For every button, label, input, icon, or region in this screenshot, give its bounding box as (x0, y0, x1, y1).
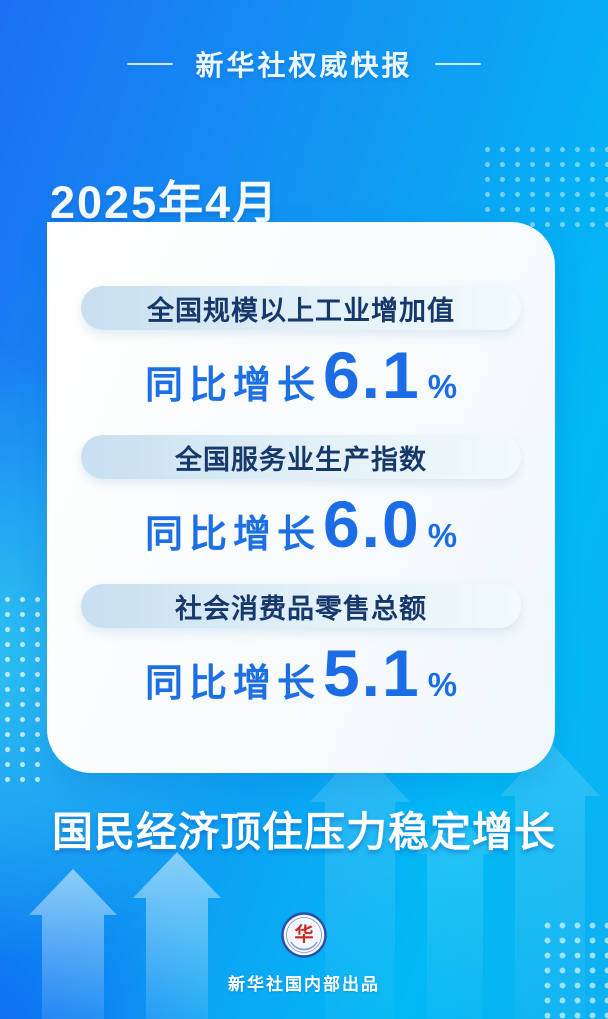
stat-value-number: 5.1 (322, 636, 421, 710)
credit-line: 新华社国内部出品 (228, 975, 380, 994)
stat-label: 全国服务业生产指数 (175, 444, 427, 475)
stat-value-line: 同比增长 6.1 % (145, 342, 457, 408)
stat-value-unit: % (427, 368, 458, 405)
slogan-headline: 国民经济顶住压力稳定增长 (52, 809, 556, 855)
stat-industrial-output: 全国规模以上工业增加值 同比增长 6.1 % (81, 286, 521, 408)
stats-card: 全国规模以上工业增加值 同比增长 6.1 % 全国服务业生产指数 同比增长 6.… (47, 222, 555, 773)
xinhua-emblem-icon: 华 (281, 912, 327, 958)
stat-value-prefix: 同比增长 (144, 663, 321, 705)
stat-value-line: 同比增长 6.0 % (145, 491, 457, 557)
stat-label-pill: 全国服务业生产指数 (81, 435, 521, 479)
dot-grid-top-right (480, 142, 608, 236)
stat-label: 全国规模以上工业增加值 (147, 295, 455, 326)
stat-retail-sales: 社会消费品零售总额 同比增长 5.1 % (81, 584, 521, 706)
stat-label: 社会消费品零售总额 (175, 593, 427, 624)
stat-value-number: 6.0 (322, 487, 421, 561)
date-badge: 2025年4月 (50, 177, 280, 228)
masthead-title: 新华社权威快报 (195, 50, 413, 81)
emblem-glyph: 华 (294, 923, 313, 946)
stat-services-index: 全国服务业生产指数 同比增长 6.0 % (81, 435, 521, 557)
stat-value-prefix: 同比增长 (144, 514, 321, 556)
stat-value-prefix: 同比增长 (144, 365, 321, 407)
masthead-right-rule (434, 63, 481, 65)
stat-value-unit: % (427, 666, 458, 703)
stat-value-number: 6.1 (322, 338, 421, 412)
footer: 华 新华社国内部出品 (0, 912, 608, 995)
stat-value-line: 同比增长 5.1 % (145, 640, 457, 706)
stat-value-unit: % (427, 517, 458, 554)
stat-label-pill: 社会消费品零售总额 (81, 584, 521, 628)
masthead-left-rule (127, 63, 174, 65)
dot-grid-left (0, 592, 47, 786)
stat-label-pill: 全国规模以上工业增加值 (81, 286, 521, 330)
masthead: 新华社权威快报 (0, 44, 608, 84)
